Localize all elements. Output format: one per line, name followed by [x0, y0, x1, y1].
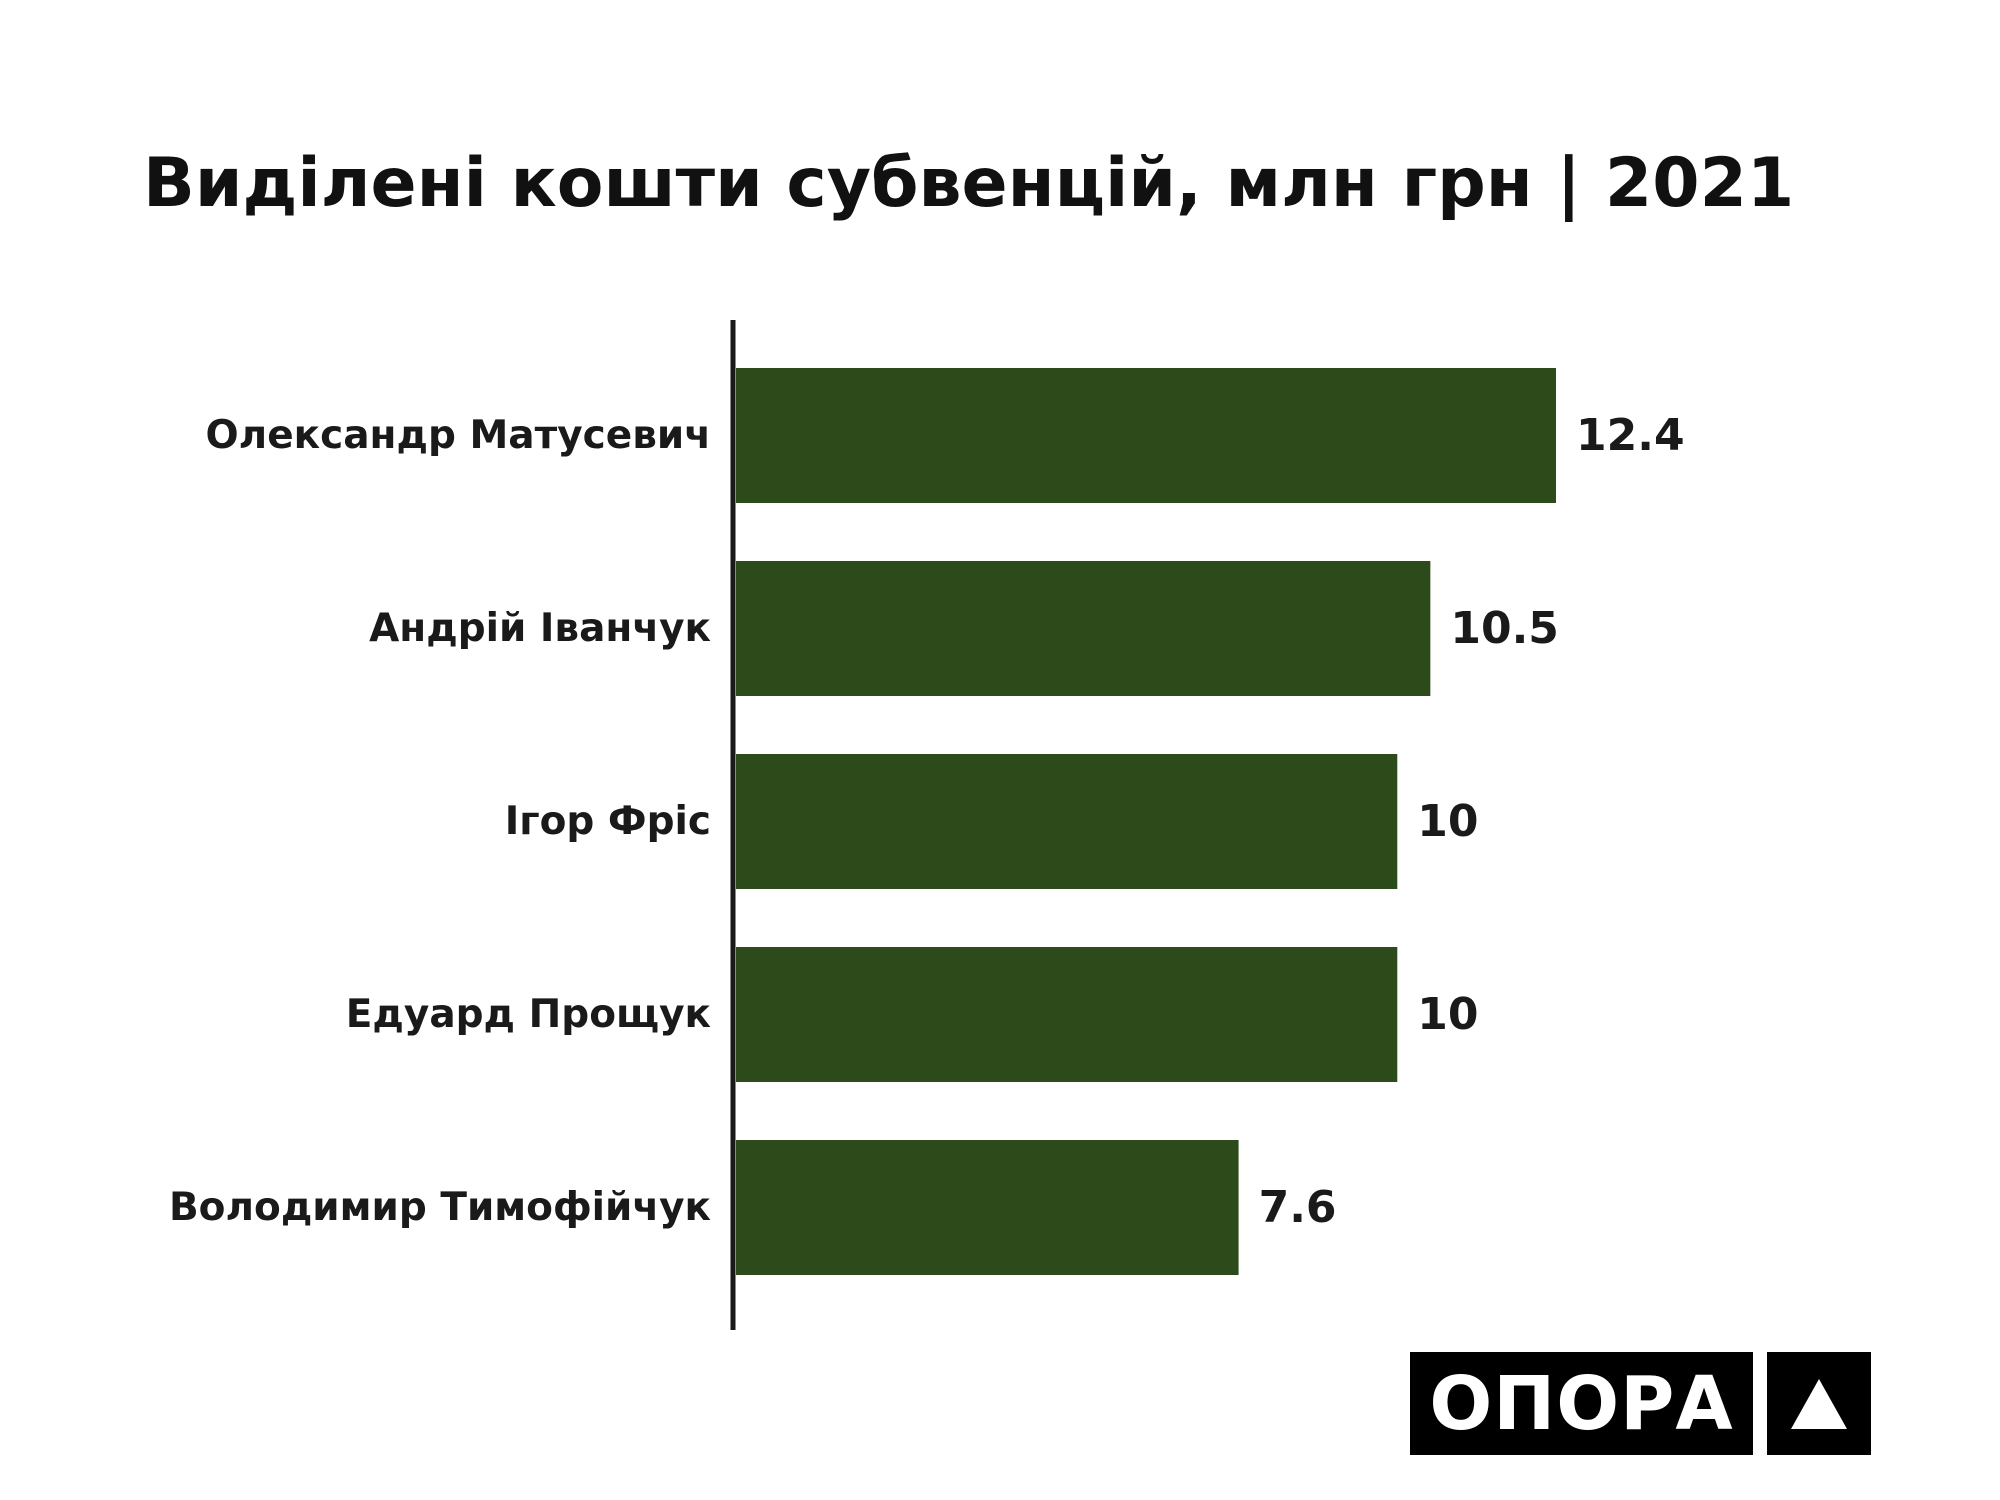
- opora-logo: ОПОРА: [1410, 1352, 1753, 1455]
- value-label: 7.6: [1259, 1182, 1337, 1233]
- category-label: Андрій Іванчук: [369, 606, 711, 651]
- bar-2: [736, 561, 1431, 696]
- bar-3: [736, 754, 1398, 889]
- category-label: Володимир Тимофійчук: [169, 1185, 711, 1230]
- chart-title: Виділені кошти субвенцій, млн грн | 2021: [143, 144, 1795, 223]
- bar-5: [736, 1140, 1239, 1275]
- triangle-icon-glyph: [1791, 1378, 1847, 1429]
- category-label: Едуард Прощук: [346, 992, 711, 1037]
- value-label: 10: [1417, 989, 1478, 1040]
- category-labels: Олександр Матусевич Андрій Іванчук Ігор Фр…: [169, 413, 711, 1230]
- triangle-icon: [1767, 1352, 1871, 1455]
- bar-4: [736, 947, 1398, 1082]
- bar-1: [736, 368, 1556, 503]
- logo-text: ОПОРА: [1429, 1360, 1734, 1447]
- value-label: 10: [1417, 796, 1478, 847]
- bars-group: [736, 368, 1556, 1275]
- value-label: 12.4: [1576, 410, 1685, 461]
- value-label: 10.5: [1450, 603, 1559, 654]
- value-labels: 12.4 10.5 10 10 7.6: [1259, 410, 1685, 1233]
- category-label: Олександр Матусевич: [205, 413, 711, 458]
- category-label: Ігор Фріс: [505, 799, 711, 844]
